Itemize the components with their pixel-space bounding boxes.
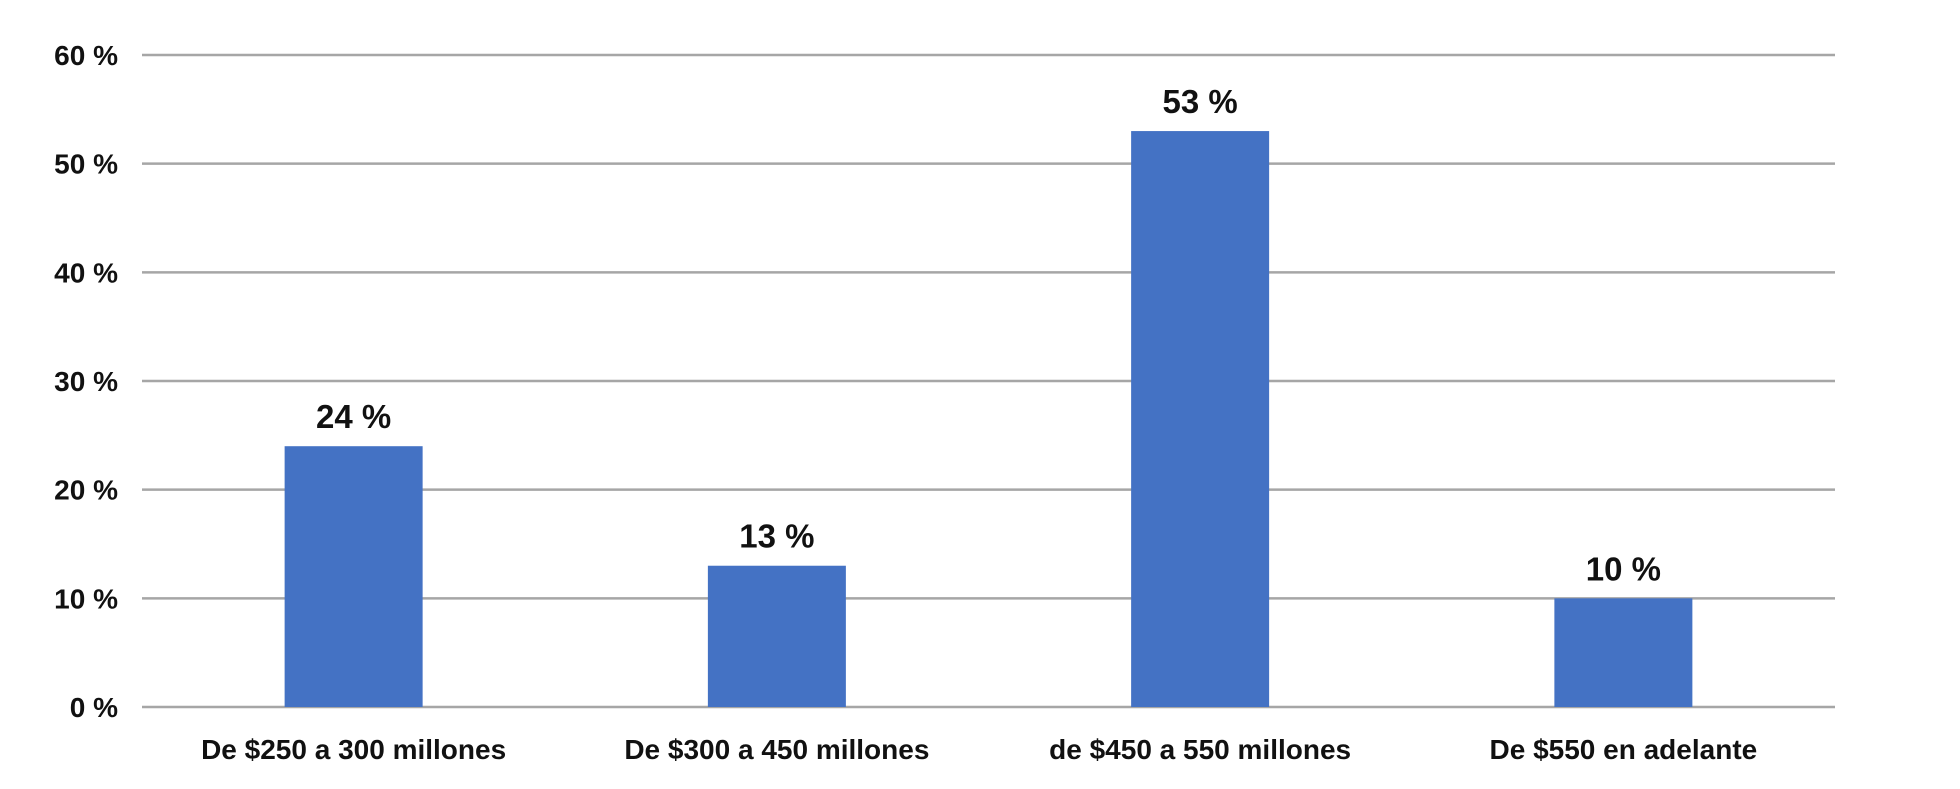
bar xyxy=(1131,131,1270,708)
data-label: 24 % xyxy=(316,398,391,435)
bars xyxy=(284,131,1693,708)
x-category-label: De $250 a 300 millones xyxy=(201,734,506,765)
bar xyxy=(707,565,846,707)
x-category-label: De $550 en adelante xyxy=(1490,734,1758,765)
y-tick-label: 30 % xyxy=(54,366,118,397)
y-tick-label: 20 % xyxy=(54,475,118,506)
x-category-label: de $450 a 550 millones xyxy=(1049,734,1351,765)
data-label: 53 % xyxy=(1163,83,1238,120)
data-label: 10 % xyxy=(1586,550,1661,587)
data-label: 13 % xyxy=(739,518,814,555)
y-axis-tick-labels: 0 % 10 % 20 % 30 % 40 % 50 % 60 % xyxy=(54,40,118,723)
y-tick-label: 10 % xyxy=(54,583,118,614)
x-category-label: De $300 a 450 millones xyxy=(624,734,929,765)
x-axis-category-labels: De $250 a 300 millones De $300 a 450 mill… xyxy=(201,734,1757,765)
gridlines xyxy=(142,53,1835,709)
y-tick-label: 60 % xyxy=(54,40,118,71)
y-tick-label: 0 % xyxy=(70,692,118,723)
y-tick-label: 50 % xyxy=(54,149,118,180)
bar xyxy=(1554,598,1693,707)
y-tick-label: 40 % xyxy=(54,257,118,288)
data-labels: 24 % 13 % 53 % 10 % xyxy=(316,83,1661,587)
bar xyxy=(284,446,423,707)
